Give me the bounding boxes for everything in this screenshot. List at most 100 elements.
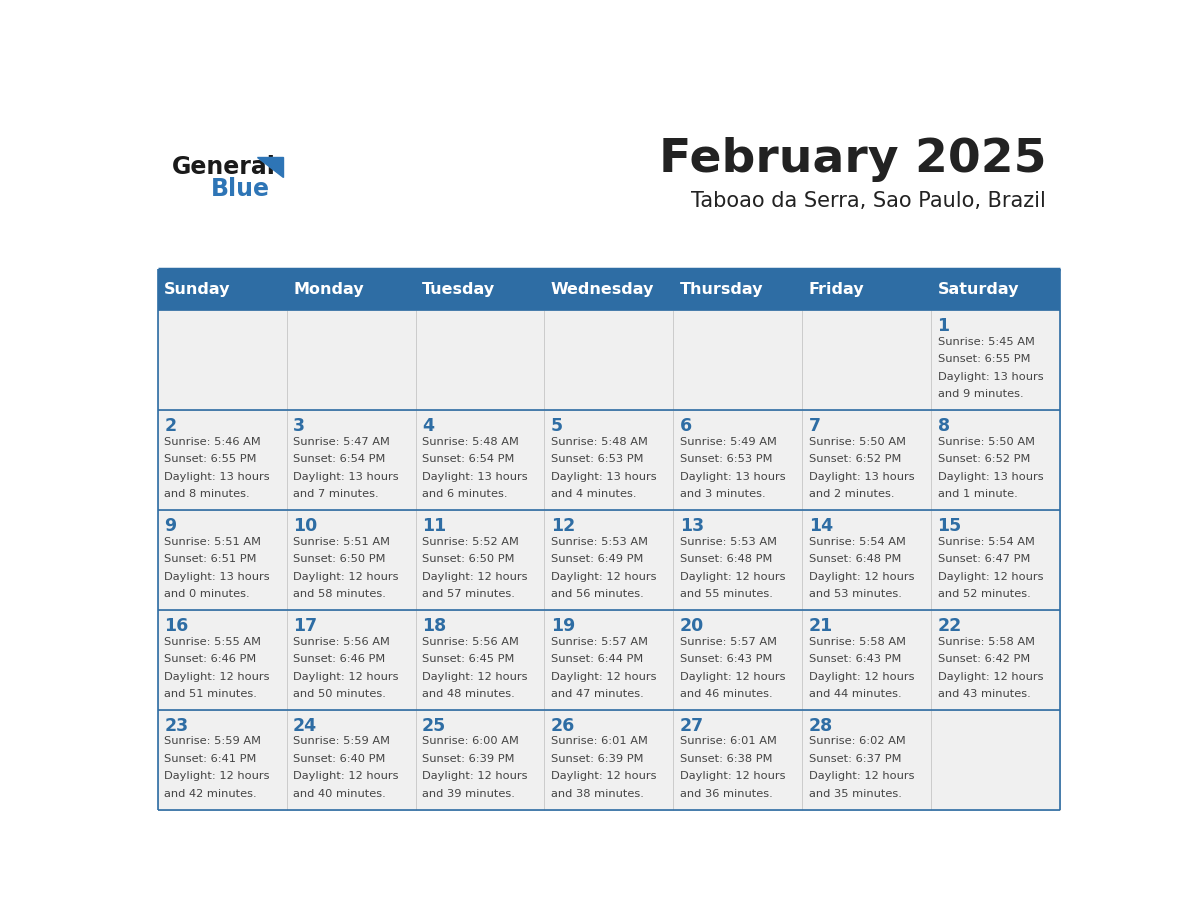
- Bar: [158, 710, 286, 810]
- Bar: [674, 610, 802, 710]
- Text: Daylight: 12 hours: Daylight: 12 hours: [809, 672, 914, 681]
- Text: Sunrise: 5:45 AM: Sunrise: 5:45 AM: [937, 337, 1035, 347]
- Text: 20: 20: [680, 617, 704, 635]
- Text: and 47 minutes.: and 47 minutes.: [551, 689, 644, 699]
- Text: Sunset: 6:38 PM: Sunset: 6:38 PM: [680, 754, 772, 764]
- Bar: [931, 510, 1060, 610]
- Text: Sunrise: 5:54 AM: Sunrise: 5:54 AM: [937, 537, 1035, 546]
- Bar: [416, 410, 544, 510]
- Bar: [286, 710, 416, 810]
- Text: and 38 minutes.: and 38 minutes.: [551, 789, 644, 799]
- Text: Monday: Monday: [293, 282, 364, 297]
- Bar: [802, 269, 931, 310]
- Text: Daylight: 12 hours: Daylight: 12 hours: [422, 672, 527, 681]
- Text: Sunset: 6:46 PM: Sunset: 6:46 PM: [164, 654, 257, 664]
- Text: 8: 8: [937, 417, 949, 435]
- Text: Sunset: 6:46 PM: Sunset: 6:46 PM: [293, 654, 385, 664]
- Text: Sunrise: 5:56 AM: Sunrise: 5:56 AM: [422, 636, 519, 646]
- Text: Sunrise: 5:46 AM: Sunrise: 5:46 AM: [164, 437, 261, 447]
- Bar: [286, 269, 416, 310]
- Text: Daylight: 12 hours: Daylight: 12 hours: [551, 672, 656, 681]
- Text: Daylight: 12 hours: Daylight: 12 hours: [164, 672, 270, 681]
- Text: Sunrise: 5:59 AM: Sunrise: 5:59 AM: [164, 736, 261, 746]
- Text: 16: 16: [164, 617, 189, 635]
- Text: Sunrise: 5:51 AM: Sunrise: 5:51 AM: [164, 537, 261, 546]
- Bar: [158, 610, 286, 710]
- Text: General: General: [171, 155, 276, 179]
- Text: Daylight: 12 hours: Daylight: 12 hours: [937, 672, 1043, 681]
- Bar: [931, 269, 1060, 310]
- Text: Sunset: 6:40 PM: Sunset: 6:40 PM: [293, 754, 385, 764]
- Text: and 42 minutes.: and 42 minutes.: [164, 789, 257, 799]
- Bar: [544, 269, 674, 310]
- Text: and 43 minutes.: and 43 minutes.: [937, 689, 1030, 699]
- Text: Sunrise: 5:59 AM: Sunrise: 5:59 AM: [293, 736, 390, 746]
- Text: Daylight: 13 hours: Daylight: 13 hours: [937, 372, 1043, 382]
- Text: and 58 minutes.: and 58 minutes.: [293, 589, 386, 599]
- Text: 14: 14: [809, 517, 833, 535]
- Text: and 53 minutes.: and 53 minutes.: [809, 589, 902, 599]
- Text: and 4 minutes.: and 4 minutes.: [551, 489, 637, 499]
- Bar: [158, 510, 286, 610]
- Text: Daylight: 12 hours: Daylight: 12 hours: [293, 771, 398, 781]
- Text: Saturday: Saturday: [937, 282, 1019, 297]
- Bar: [286, 610, 416, 710]
- Text: Sunset: 6:39 PM: Sunset: 6:39 PM: [551, 754, 644, 764]
- Text: Sunrise: 5:52 AM: Sunrise: 5:52 AM: [422, 537, 519, 546]
- Text: 21: 21: [809, 617, 833, 635]
- Text: and 51 minutes.: and 51 minutes.: [164, 689, 257, 699]
- Text: Daylight: 13 hours: Daylight: 13 hours: [293, 472, 399, 482]
- Text: 15: 15: [937, 517, 962, 535]
- Text: and 9 minutes.: and 9 minutes.: [937, 389, 1023, 399]
- Text: Sunset: 6:54 PM: Sunset: 6:54 PM: [422, 454, 514, 465]
- Text: 13: 13: [680, 517, 703, 535]
- Text: 2: 2: [164, 417, 176, 435]
- Text: Sunrise: 5:53 AM: Sunrise: 5:53 AM: [551, 537, 647, 546]
- Text: Taboao da Serra, Sao Paulo, Brazil: Taboao da Serra, Sao Paulo, Brazil: [691, 191, 1047, 210]
- Text: Daylight: 12 hours: Daylight: 12 hours: [680, 572, 785, 582]
- Text: Sunrise: 6:01 AM: Sunrise: 6:01 AM: [551, 736, 647, 746]
- Bar: [802, 310, 931, 410]
- Text: Sunset: 6:52 PM: Sunset: 6:52 PM: [937, 454, 1030, 465]
- Text: Sunset: 6:39 PM: Sunset: 6:39 PM: [422, 754, 514, 764]
- Bar: [416, 310, 544, 410]
- Text: 10: 10: [293, 517, 317, 535]
- Text: 1: 1: [937, 318, 949, 335]
- Text: Sunset: 6:43 PM: Sunset: 6:43 PM: [680, 654, 772, 664]
- Text: and 1 minute.: and 1 minute.: [937, 489, 1017, 499]
- Text: and 7 minutes.: and 7 minutes.: [293, 489, 379, 499]
- Text: Sunrise: 5:47 AM: Sunrise: 5:47 AM: [293, 437, 390, 447]
- Text: Sunset: 6:51 PM: Sunset: 6:51 PM: [164, 554, 257, 564]
- Text: 9: 9: [164, 517, 176, 535]
- Text: and 6 minutes.: and 6 minutes.: [422, 489, 507, 499]
- Bar: [802, 510, 931, 610]
- Text: 6: 6: [680, 417, 691, 435]
- Text: and 50 minutes.: and 50 minutes.: [293, 689, 386, 699]
- Text: Sunrise: 5:54 AM: Sunrise: 5:54 AM: [809, 537, 905, 546]
- Bar: [416, 269, 544, 310]
- Polygon shape: [257, 157, 283, 176]
- Text: Daylight: 12 hours: Daylight: 12 hours: [422, 771, 527, 781]
- Text: and 44 minutes.: and 44 minutes.: [809, 689, 902, 699]
- Text: 11: 11: [422, 517, 447, 535]
- Text: 28: 28: [809, 717, 833, 735]
- Text: Sunset: 6:42 PM: Sunset: 6:42 PM: [937, 654, 1030, 664]
- Text: Daylight: 12 hours: Daylight: 12 hours: [680, 771, 785, 781]
- Text: and 2 minutes.: and 2 minutes.: [809, 489, 895, 499]
- Text: and 36 minutes.: and 36 minutes.: [680, 789, 772, 799]
- Bar: [416, 510, 544, 610]
- Bar: [802, 610, 931, 710]
- Text: Daylight: 12 hours: Daylight: 12 hours: [551, 572, 656, 582]
- Text: Daylight: 13 hours: Daylight: 13 hours: [551, 472, 657, 482]
- Text: Sunrise: 5:56 AM: Sunrise: 5:56 AM: [293, 636, 390, 646]
- Text: 25: 25: [422, 717, 447, 735]
- Text: 19: 19: [551, 617, 575, 635]
- Text: Daylight: 12 hours: Daylight: 12 hours: [809, 771, 914, 781]
- Text: Sunrise: 5:53 AM: Sunrise: 5:53 AM: [680, 537, 777, 546]
- Text: Daylight: 12 hours: Daylight: 12 hours: [680, 672, 785, 681]
- Bar: [286, 410, 416, 510]
- Text: Sunset: 6:49 PM: Sunset: 6:49 PM: [551, 554, 643, 564]
- Bar: [416, 610, 544, 710]
- Text: and 8 minutes.: and 8 minutes.: [164, 489, 249, 499]
- Text: Sunrise: 6:00 AM: Sunrise: 6:00 AM: [422, 736, 519, 746]
